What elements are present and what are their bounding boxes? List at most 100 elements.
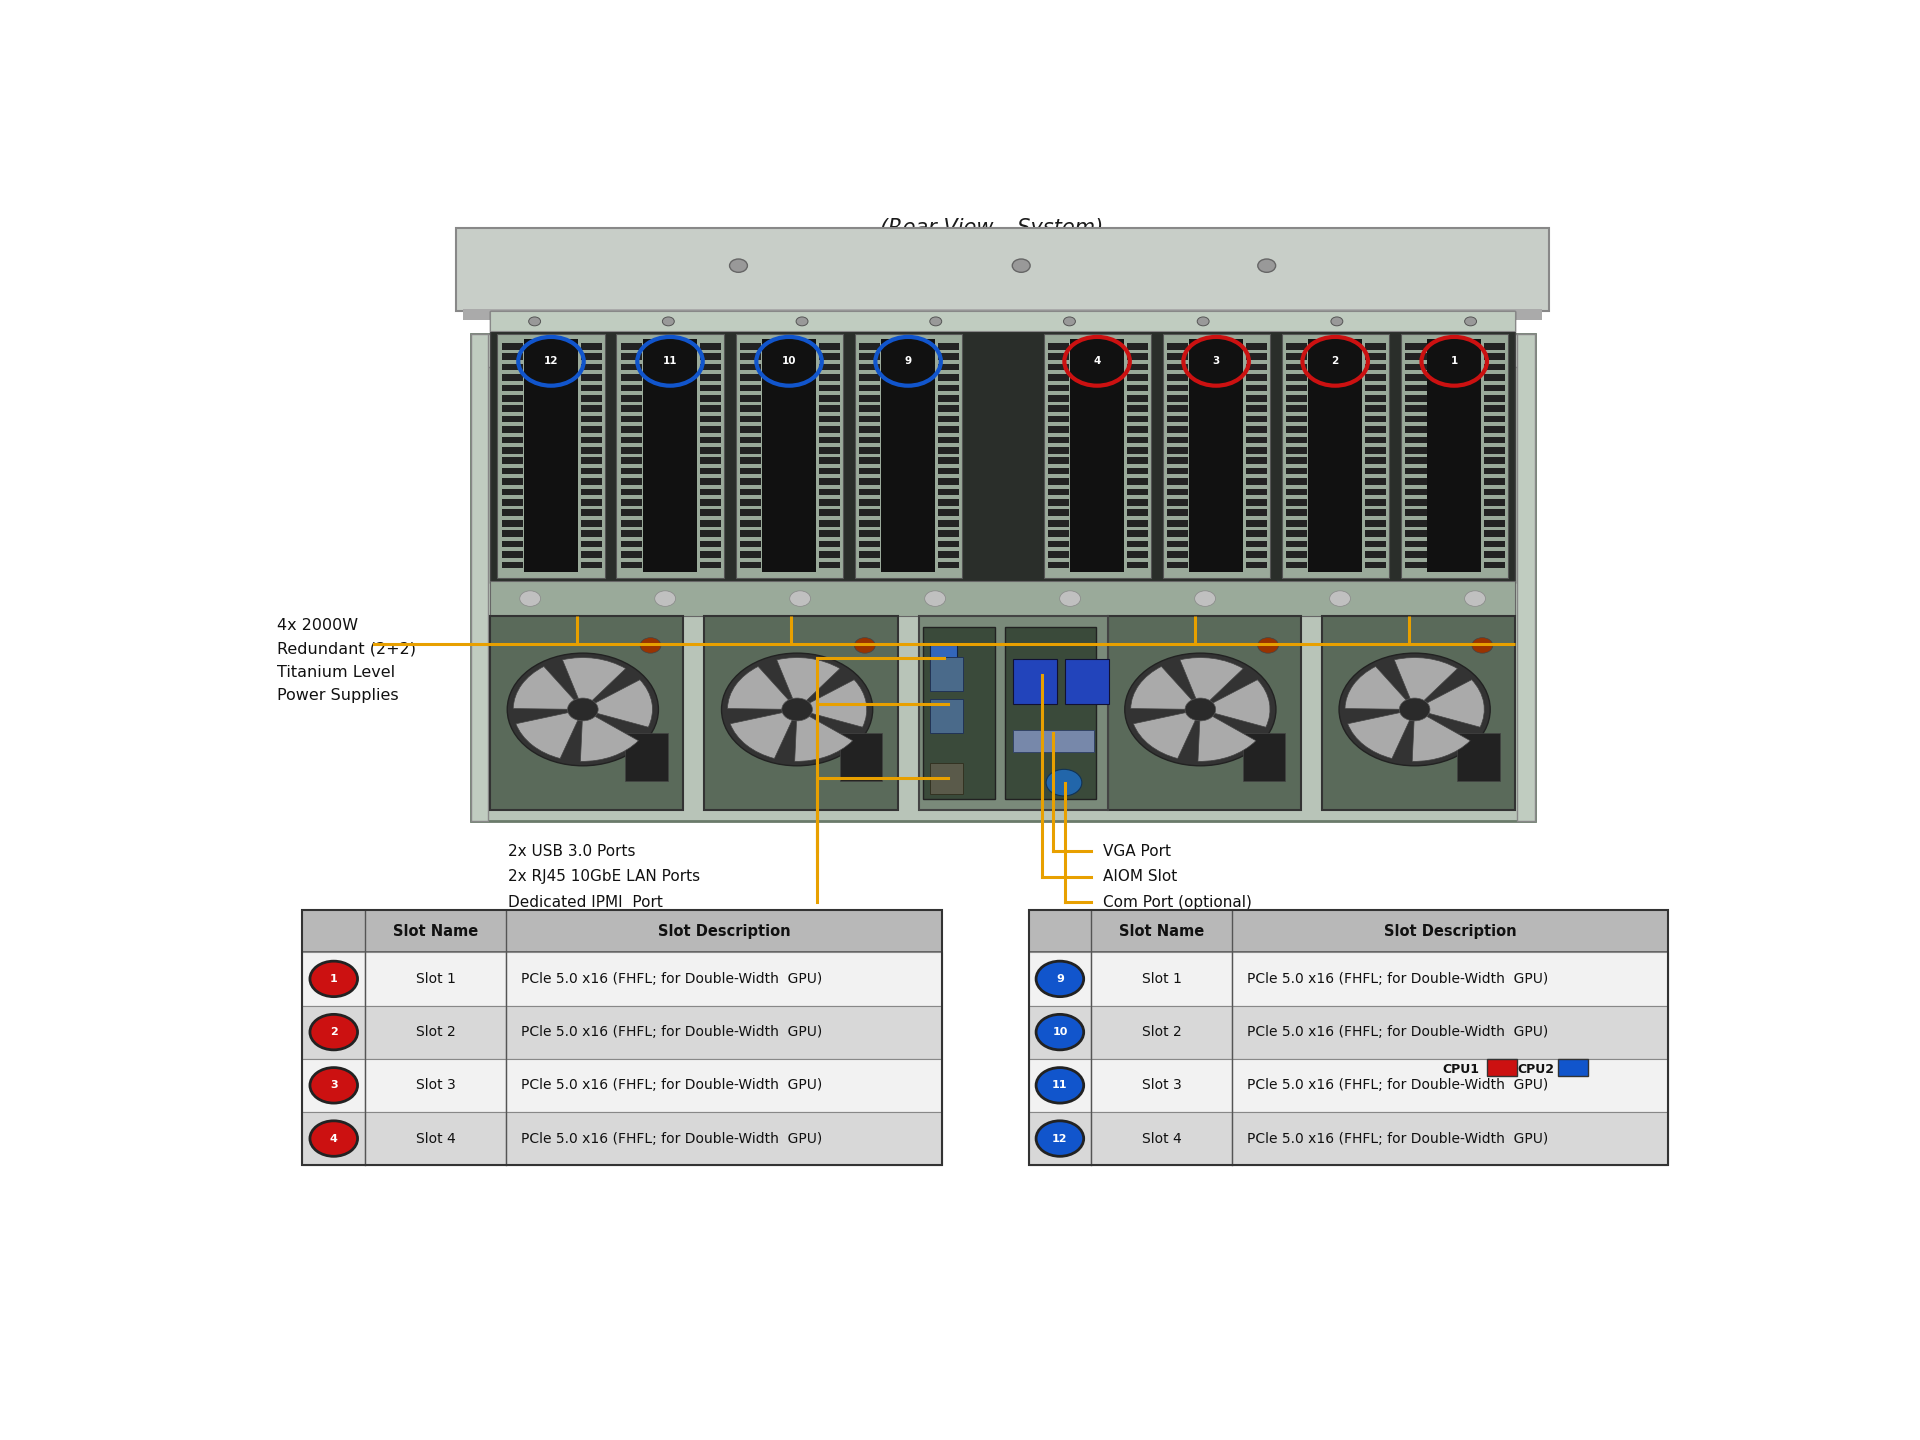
Bar	[501, 395, 524, 402]
Circle shape	[730, 259, 747, 272]
Bar	[699, 436, 722, 444]
Bar	[1029, 1005, 1091, 1058]
Bar	[1286, 405, 1308, 412]
Bar	[1167, 353, 1188, 360]
Bar	[1127, 364, 1148, 370]
Bar	[620, 458, 643, 464]
Bar	[580, 353, 603, 360]
Bar	[858, 446, 881, 454]
Bar	[1286, 426, 1308, 433]
Bar	[818, 458, 841, 464]
Bar	[1286, 510, 1308, 516]
Bar	[1246, 500, 1267, 505]
Bar	[858, 458, 881, 464]
Bar	[858, 510, 881, 516]
Text: Slot 2: Slot 2	[417, 1025, 455, 1040]
Bar	[620, 488, 643, 495]
Bar	[1286, 562, 1308, 569]
Wedge shape	[1413, 710, 1471, 762]
Bar	[616, 334, 724, 577]
Bar	[620, 426, 643, 433]
Bar	[626, 733, 668, 782]
Bar	[937, 541, 960, 547]
Bar	[1246, 353, 1267, 360]
Bar	[1091, 1112, 1233, 1165]
Bar	[858, 364, 881, 370]
Bar	[1246, 364, 1267, 370]
Bar	[818, 395, 841, 402]
Bar	[501, 426, 524, 433]
Text: CPU2: CPU2	[1517, 1063, 1553, 1076]
Bar	[1048, 458, 1069, 464]
Bar	[858, 500, 881, 505]
Bar	[1127, 458, 1148, 464]
Bar	[1365, 436, 1386, 444]
Bar	[1048, 426, 1069, 433]
Bar	[1484, 468, 1505, 475]
Bar	[620, 478, 643, 485]
Text: 12: 12	[543, 356, 559, 366]
Bar	[620, 468, 643, 475]
Bar	[1246, 510, 1267, 516]
Bar	[818, 562, 841, 569]
Bar	[699, 562, 722, 569]
Bar	[858, 541, 881, 547]
Wedge shape	[1133, 710, 1200, 759]
Circle shape	[1338, 654, 1490, 766]
Bar	[1286, 446, 1308, 454]
Bar	[501, 530, 524, 537]
Bar	[699, 510, 722, 516]
Bar	[1484, 446, 1505, 454]
Bar	[858, 562, 881, 569]
Bar	[1246, 478, 1267, 485]
Bar	[1167, 530, 1188, 537]
Bar	[1484, 478, 1505, 485]
Bar	[858, 520, 881, 527]
Bar	[818, 353, 841, 360]
Wedge shape	[1394, 658, 1457, 710]
Circle shape	[662, 317, 674, 325]
Bar	[699, 343, 722, 350]
Bar	[739, 541, 762, 547]
Text: PCle 5.0 x16 (FHFL; for Double-Width  GPU): PCle 5.0 x16 (FHFL; for Double-Width GPU…	[1248, 1025, 1549, 1040]
Bar	[580, 384, 603, 392]
Bar	[501, 488, 524, 495]
Circle shape	[797, 317, 808, 325]
Bar	[699, 541, 722, 547]
Bar	[1167, 468, 1188, 475]
Bar	[1484, 562, 1505, 569]
Bar	[1405, 416, 1427, 422]
Bar	[620, 436, 643, 444]
Bar	[1405, 384, 1427, 392]
Bar	[739, 562, 762, 569]
Bar	[1246, 436, 1267, 444]
Bar	[1127, 374, 1148, 380]
Bar	[1069, 338, 1123, 572]
Circle shape	[854, 638, 876, 654]
Wedge shape	[584, 680, 653, 727]
Bar	[924, 628, 995, 799]
Bar	[1044, 334, 1150, 577]
Bar	[1167, 541, 1188, 547]
Bar	[1233, 952, 1668, 1005]
Bar	[580, 562, 603, 569]
Text: Slot 1: Slot 1	[417, 972, 455, 986]
Bar	[303, 952, 365, 1005]
Text: 11: 11	[662, 356, 678, 366]
Bar	[1405, 500, 1427, 505]
Bar	[1484, 405, 1505, 412]
Bar	[1167, 458, 1188, 464]
Bar	[620, 343, 643, 350]
Circle shape	[655, 590, 676, 606]
Text: 9: 9	[1056, 973, 1064, 984]
Bar	[858, 436, 881, 444]
Bar	[1405, 458, 1427, 464]
Bar	[1127, 446, 1148, 454]
Bar	[1365, 364, 1386, 370]
Wedge shape	[728, 667, 797, 710]
Circle shape	[764, 343, 814, 380]
Wedge shape	[1415, 680, 1484, 727]
Bar	[580, 520, 603, 527]
Bar	[937, 552, 960, 557]
Bar	[1286, 353, 1308, 360]
